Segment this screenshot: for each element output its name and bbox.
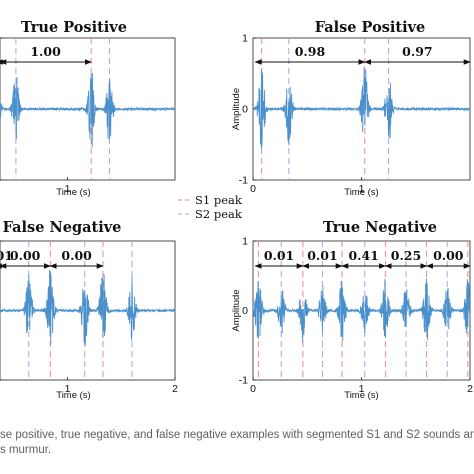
x-tick-label: 1 [65, 183, 71, 195]
chart-title: False Negative [3, 219, 122, 236]
x-axis-label: Time (s) [56, 187, 90, 198]
interval-label: 0.01 [0, 248, 13, 263]
caption-line-1: se positive, true negative, and false ne… [0, 429, 474, 441]
y-tick-label: 0 [242, 104, 248, 116]
waveform-signal [0, 269, 175, 346]
chart-title: True Negative [323, 219, 437, 236]
interval-label: 0.01 [307, 248, 337, 263]
interval-label: 0.98 [295, 44, 326, 59]
interval-label: 0.00 [433, 248, 464, 263]
y-tick-label: 1 [242, 236, 248, 248]
x-tick-label: 0 [250, 383, 256, 395]
y-axis-label: Amplitude [231, 88, 242, 130]
y-tick-label: 0 [242, 305, 248, 317]
s1-legend-label: S1 peak [195, 193, 243, 207]
interval-label: 1.00 [30, 44, 61, 59]
y-tick-label: -1 [239, 175, 248, 187]
caption-line-2: s murmur. [0, 444, 52, 456]
x-tick-label: 0 [250, 183, 256, 195]
s2-legend-label: S2 peak [195, 207, 243, 221]
waveform-signal [0, 73, 175, 148]
chart-title: False Positive [315, 19, 426, 36]
y-axis-label: Amplitude [231, 289, 242, 331]
interval-label: 0.00 [61, 248, 92, 263]
chart-title: True Positive [21, 19, 127, 36]
x-tick-label: 2 [467, 383, 473, 395]
interval-label: 0.01 [264, 248, 294, 263]
figure-caption: se positive, true negative, and false ne… [0, 428, 474, 458]
interval-label: 0.97 [402, 44, 432, 59]
x-axis-label: Time (s) [344, 187, 378, 198]
x-axis-label: Time (s) [56, 390, 90, 401]
interval-label: 0.25 [391, 248, 421, 263]
x-tick-label: 1 [65, 383, 71, 395]
waveform-signal [253, 278, 470, 343]
x-tick-label: 1 [359, 383, 365, 395]
interval-label: 0.00 [10, 248, 41, 263]
y-tick-label: 1 [242, 33, 248, 45]
x-tick-label: 2 [172, 383, 178, 395]
waveform-signal [253, 66, 470, 150]
interval-label: 0.41 [348, 248, 378, 263]
x-axis-label: Time (s) [344, 390, 378, 401]
x-tick-label: 1 [359, 183, 365, 195]
y-tick-label: -1 [239, 375, 248, 387]
